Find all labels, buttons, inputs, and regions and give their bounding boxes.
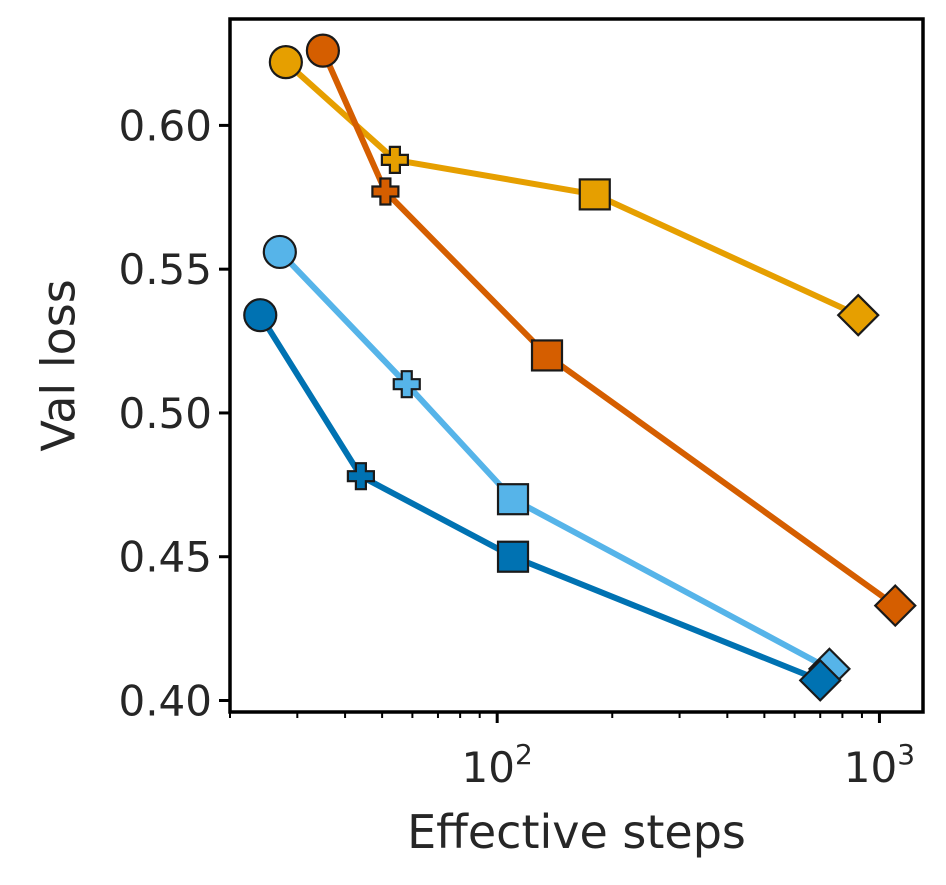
series-layer: [243, 33, 917, 702]
data-point-diamond: [836, 293, 880, 337]
x-tick-exponent: 3: [897, 738, 915, 771]
data-point-square: [496, 483, 530, 516]
x-tick-base: 10: [844, 743, 897, 792]
series-line: [276, 248, 833, 672]
data-point-square: [530, 339, 564, 372]
data-point-square: [496, 540, 530, 573]
y-tick-label: 0.45: [118, 533, 212, 582]
data-point-plus: [392, 370, 421, 399]
y-tick-label: 0.50: [118, 389, 212, 438]
data-point-circle: [268, 45, 303, 80]
data-point-circle: [305, 33, 341, 68]
x-axis-title: Effective steps: [407, 805, 746, 859]
x-tick-exponent: 2: [515, 738, 533, 771]
x-tick-label: 103: [844, 738, 915, 792]
series: [243, 298, 842, 702]
y-tick-label: 0.40: [118, 676, 212, 725]
data-point-plus: [346, 462, 375, 491]
plot-frame: [228, 17, 925, 714]
y-axis-title: Val loss: [32, 279, 86, 451]
data-point-square: [578, 178, 611, 211]
data-point-circle: [262, 234, 297, 270]
data-point-diamond: [798, 658, 842, 702]
series-line: [319, 47, 899, 609]
data-point-diamond: [873, 584, 917, 628]
data-point-plus: [371, 177, 400, 206]
series-line: [282, 59, 862, 319]
series: [305, 33, 917, 628]
y-tick-label: 0.60: [118, 101, 212, 150]
data-point-circle: [243, 298, 278, 333]
x-tick-label: 102: [462, 738, 533, 792]
x-tick-base: 10: [462, 743, 515, 792]
y-tick-label: 0.55: [118, 245, 212, 294]
series: [268, 45, 880, 337]
data-point-plus: [380, 145, 409, 175]
series-line: [257, 312, 824, 684]
